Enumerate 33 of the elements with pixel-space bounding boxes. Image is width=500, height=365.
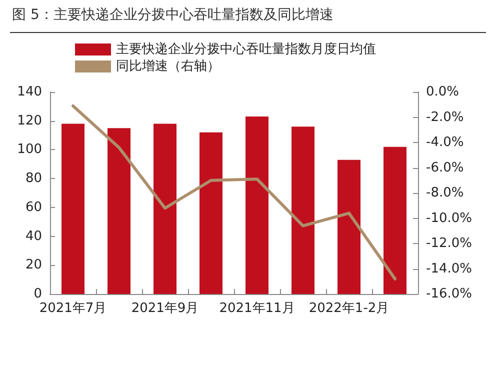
bar bbox=[62, 124, 84, 294]
y-tick-label: 120 bbox=[17, 113, 42, 128]
y-tick-label: 140 bbox=[17, 84, 42, 100]
y-tick-label: 60 bbox=[25, 200, 42, 215]
y2-tick-label: -16.0% bbox=[426, 286, 472, 302]
bar bbox=[292, 126, 314, 294]
y-tick-label: 0 bbox=[34, 286, 42, 302]
x-tick-label: 2022年1-2月 bbox=[308, 301, 390, 316]
bar bbox=[200, 132, 222, 294]
legend-label: 主要快递企业分拨中心吞吐量指数月度日均值 bbox=[116, 41, 376, 57]
y2-tick-label: -12.0% bbox=[426, 236, 472, 251]
bar bbox=[384, 146, 406, 294]
line-series bbox=[72, 104, 396, 280]
y2-tick-label: -10.0% bbox=[426, 210, 472, 226]
y2-tick-label: -6.0% bbox=[426, 160, 464, 176]
x-tick-label: 2021年11月 bbox=[219, 301, 295, 316]
bar bbox=[108, 128, 130, 294]
y2-tick-label: -14.0% bbox=[426, 261, 472, 276]
y2-tick-label: -4.0% bbox=[426, 135, 464, 150]
y2-tick-label: -8.0% bbox=[426, 186, 464, 200]
y-tick-label: 40 bbox=[25, 228, 42, 244]
bar bbox=[338, 160, 360, 294]
bar bbox=[246, 116, 268, 294]
legend-label: 同比增速（右轴） bbox=[116, 59, 220, 74]
y2-tick-label: 0.0% bbox=[426, 84, 460, 100]
chart-title: 图 5：主要快递企业分拨中心吞吐量指数及同比增速 bbox=[12, 6, 334, 24]
bar bbox=[154, 124, 176, 294]
y-tick-label: 20 bbox=[25, 258, 42, 273]
y-tick-label: 100 bbox=[17, 142, 42, 158]
y-tick-label: 80 bbox=[25, 171, 42, 186]
x-tick-label: 2021年7月 bbox=[39, 301, 107, 316]
y2-tick-label: -2.0% bbox=[426, 110, 464, 125]
x-tick-label: 2021年9月 bbox=[131, 301, 199, 316]
